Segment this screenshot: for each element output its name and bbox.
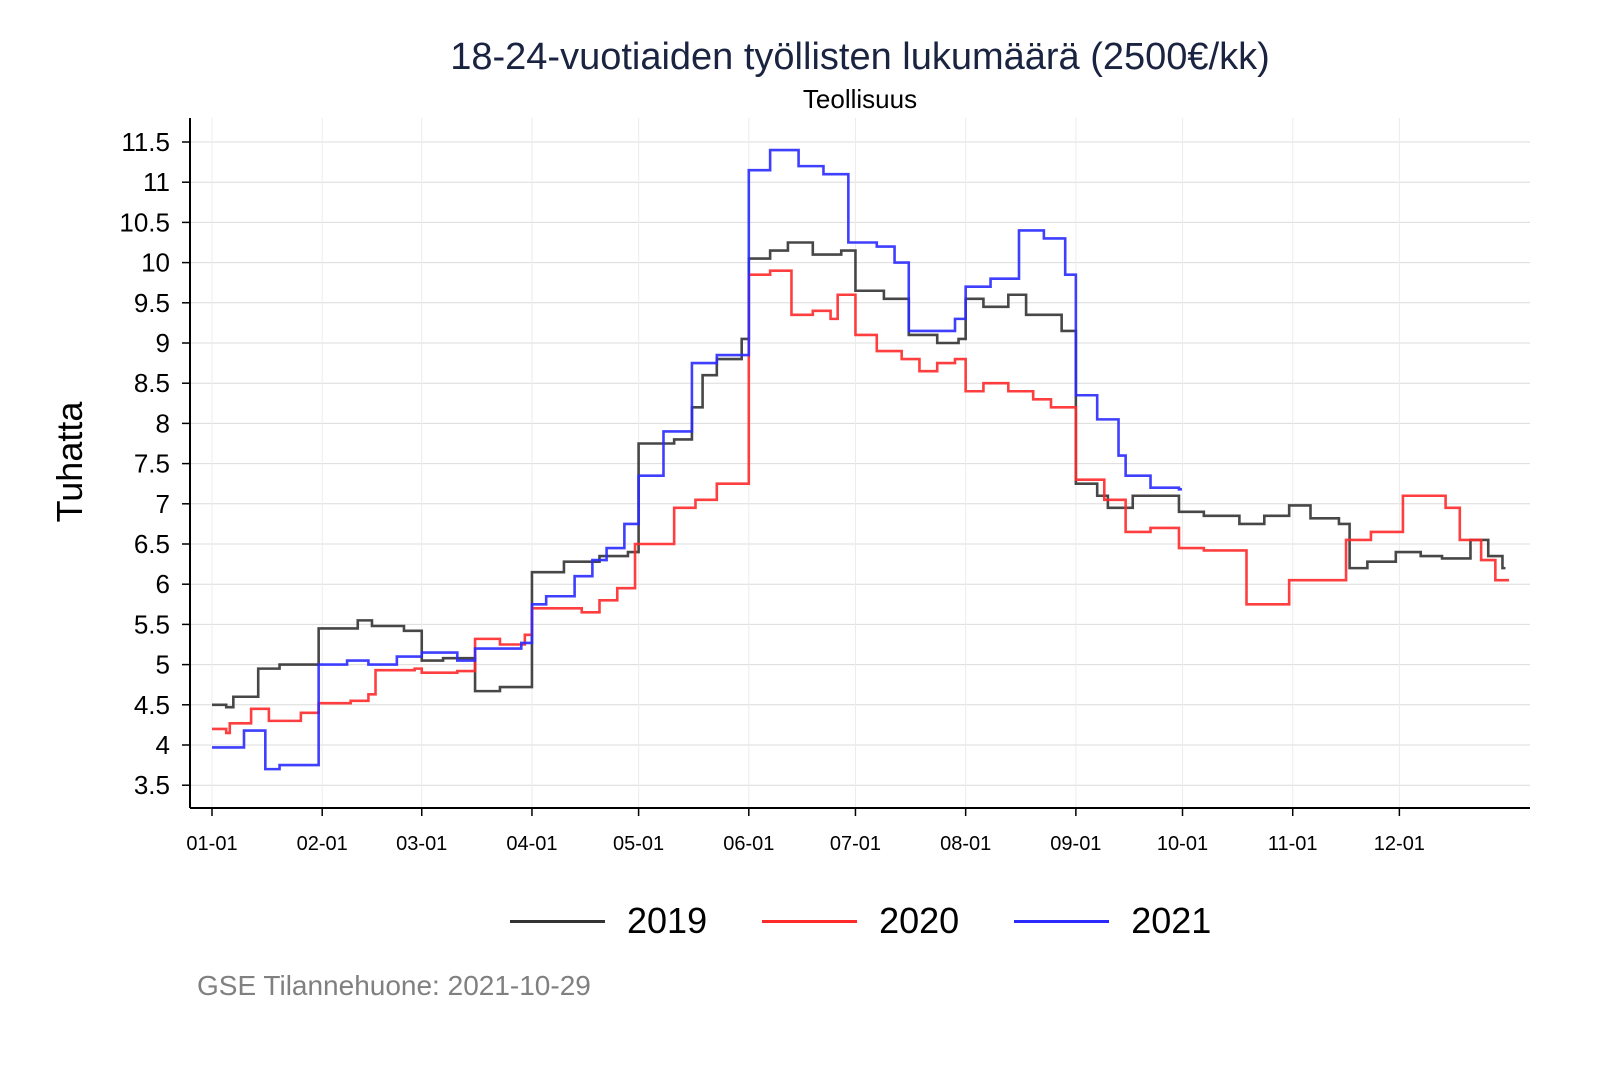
series-line-2021 bbox=[212, 148, 1182, 771]
legend-label: 2019 bbox=[627, 900, 708, 941]
y-tick-label: 3.5 bbox=[134, 770, 170, 800]
legend-item-2019: 2019 bbox=[510, 900, 707, 942]
y-tick-label: 4.5 bbox=[134, 690, 170, 720]
x-tick-label: 09-01 bbox=[1050, 833, 1101, 855]
y-tick-label: 10 bbox=[141, 248, 170, 278]
x-tick-label: 07-01 bbox=[830, 833, 881, 855]
legend-swatch bbox=[1014, 919, 1110, 923]
series-line-2019 bbox=[212, 241, 1506, 709]
y-tick-label: 10.5 bbox=[119, 207, 170, 237]
x-tick-label: 10-01 bbox=[1157, 833, 1208, 855]
x-tick-label: 03-01 bbox=[396, 833, 447, 855]
legend-item-2020: 2020 bbox=[762, 900, 959, 942]
y-tick-label: 6.5 bbox=[134, 529, 170, 559]
y-tick-label: 11 bbox=[143, 167, 170, 197]
x-tick-label: 04-01 bbox=[506, 833, 557, 855]
legend: 2019 2020 2021 bbox=[510, 900, 1266, 942]
legend-label: 2021 bbox=[1131, 900, 1212, 941]
y-tick-label: 5.5 bbox=[134, 609, 170, 639]
x-tick-label: 01-01 bbox=[186, 833, 237, 855]
y-tick-label: 7.5 bbox=[134, 449, 170, 479]
y-tick-label: 4 bbox=[156, 730, 170, 760]
y-tick-label: 8.5 bbox=[134, 368, 170, 398]
y-tick-label: 5 bbox=[156, 650, 170, 680]
source-caption: GSE Tilannehuone: 2021-10-29 bbox=[197, 970, 591, 1001]
chart-title: 18-24-vuotiaiden työllisten lukumäärä (2… bbox=[450, 36, 1270, 78]
y-tick-label: 9.5 bbox=[134, 288, 170, 318]
legend-label: 2020 bbox=[879, 900, 960, 941]
y-tick-label: 9 bbox=[156, 328, 170, 358]
x-tick-label: 12-01 bbox=[1374, 833, 1425, 855]
y-tick-label: 6 bbox=[156, 569, 170, 599]
legend-swatch bbox=[510, 919, 605, 923]
legend-item-2021: 2021 bbox=[1014, 900, 1211, 942]
y-tick-label: 7 bbox=[156, 489, 170, 519]
x-tick-label: 06-01 bbox=[723, 833, 774, 855]
x-tick-label: 02-01 bbox=[297, 833, 348, 855]
x-tick-label: 11-01 bbox=[1268, 833, 1318, 855]
y-tick-label: 8 bbox=[156, 408, 170, 438]
x-tick-label: 05-01 bbox=[613, 833, 664, 855]
x-tick-label: 08-01 bbox=[940, 833, 991, 855]
chart-subtitle: Teollisuus bbox=[802, 84, 918, 114]
legend-swatch bbox=[762, 919, 858, 923]
series-line-2020 bbox=[212, 269, 1510, 735]
y-tick-label: 11.5 bbox=[121, 127, 170, 157]
